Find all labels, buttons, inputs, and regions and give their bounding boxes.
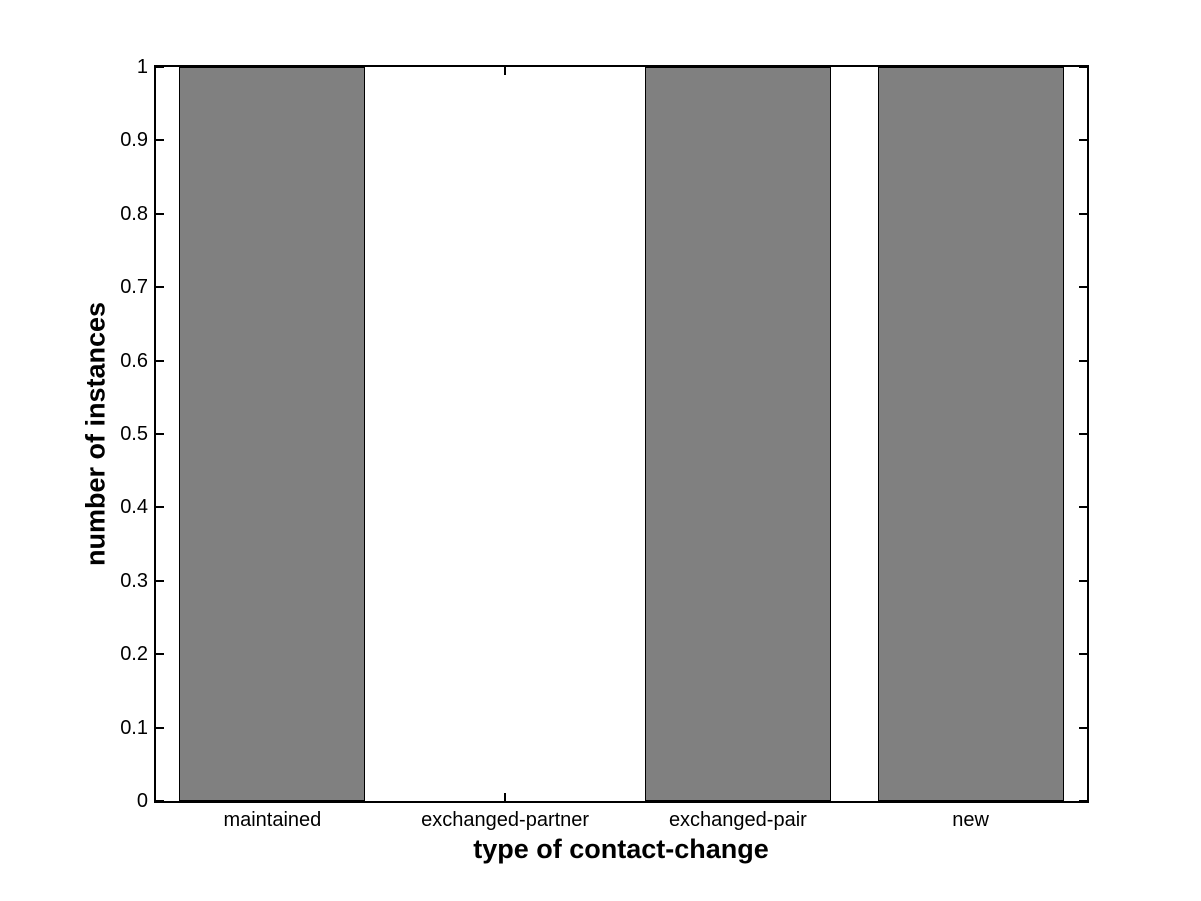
y-tick-left xyxy=(156,286,164,289)
y-tick-right xyxy=(1079,726,1087,729)
x-tick-top xyxy=(504,67,507,75)
bars-layer xyxy=(156,67,1087,801)
y-tick-label: 1 xyxy=(136,56,148,78)
y-tick-label: 0.1 xyxy=(120,716,148,739)
y-tick-right xyxy=(1079,433,1087,435)
y-tick-right xyxy=(1079,359,1087,362)
x-tick-label: maintained xyxy=(223,809,322,831)
y-tick-label: 0.5 xyxy=(120,423,148,445)
y-tick-left xyxy=(156,139,164,142)
y-tick-left xyxy=(156,359,164,362)
y-tick-left xyxy=(156,66,164,68)
y-tick-label: 0.2 xyxy=(120,643,148,666)
y-tick-label: 0.8 xyxy=(120,202,148,225)
y-tick-right xyxy=(1079,506,1087,509)
x-tick-label: exchanged-pair xyxy=(668,809,807,831)
y-tick-right xyxy=(1079,579,1087,582)
y-tick-label: 0.7 xyxy=(120,276,148,299)
bar-exchanged-pair xyxy=(644,67,831,801)
y-tick-right xyxy=(1079,286,1087,289)
y-tick-right xyxy=(1079,66,1087,68)
bar-maintained xyxy=(179,67,366,801)
x-tick-label: new xyxy=(952,809,989,831)
y-tick-left xyxy=(156,212,164,215)
y-tick-label: 0 xyxy=(136,790,148,812)
bar-new xyxy=(877,67,1064,801)
x-axis-label: type of contact-change xyxy=(473,834,769,864)
y-tick-right xyxy=(1079,653,1087,656)
plot-area xyxy=(154,65,1089,803)
y-tick-right xyxy=(1079,139,1087,142)
y-tick-label: 0.9 xyxy=(120,129,148,152)
y-tick-left xyxy=(156,726,164,729)
y-tick-left xyxy=(156,506,164,509)
y-tick-label: 0.3 xyxy=(120,569,148,592)
y-tick-label: 0.4 xyxy=(120,496,148,519)
x-tick-bottom xyxy=(504,793,507,801)
y-tick-right xyxy=(1079,212,1087,215)
y-tick-left xyxy=(156,579,164,582)
y-tick-left xyxy=(156,653,164,656)
y-tick-left xyxy=(156,433,164,435)
y-tick-label: 0.6 xyxy=(120,349,148,372)
x-tick-label: exchanged-partner xyxy=(421,809,590,831)
